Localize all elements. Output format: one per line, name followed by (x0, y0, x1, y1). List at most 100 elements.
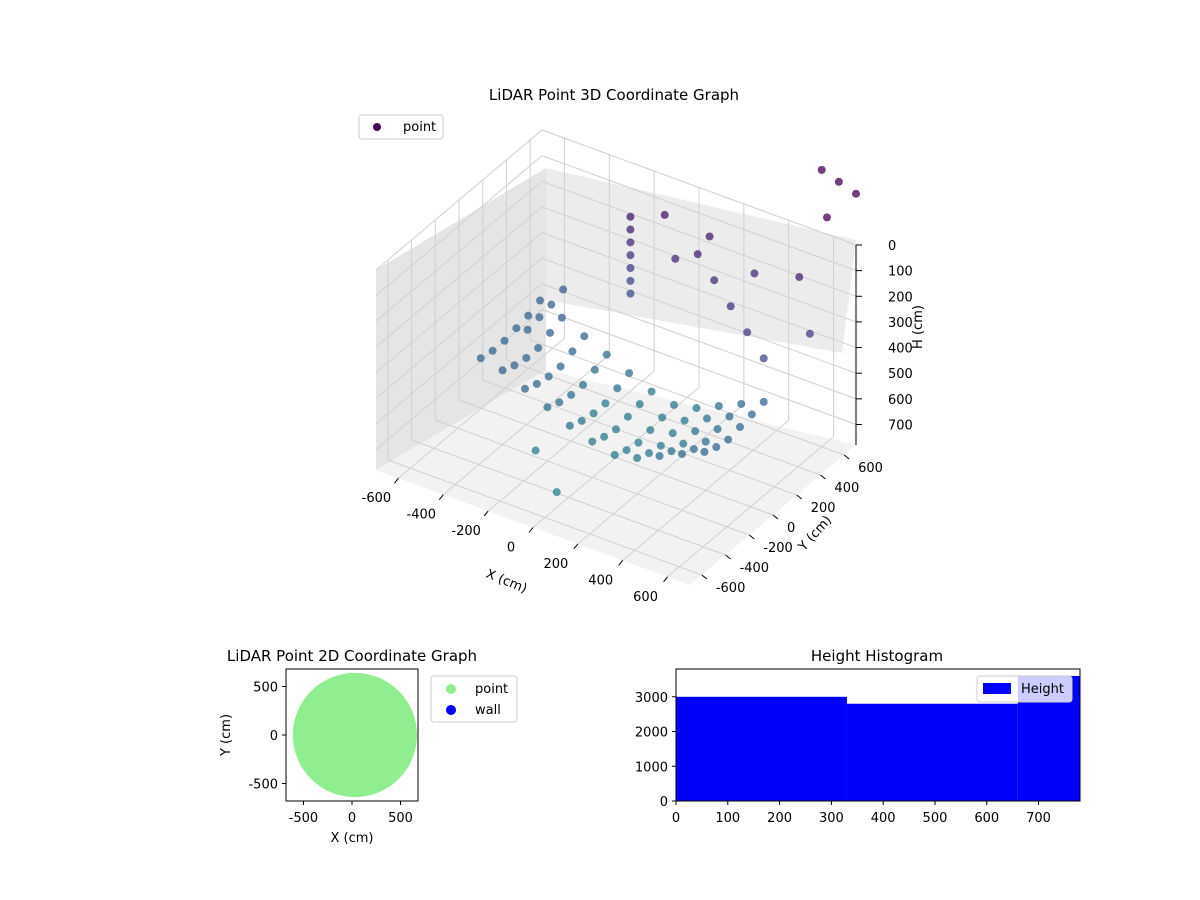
x-tick-label-3d: 0 (507, 541, 515, 556)
scatter-point-3d (622, 446, 631, 455)
scatter-point-3d (667, 447, 676, 456)
plot-frame-hist (675, 668, 1081, 802)
z-tick-label-3d: 0 (888, 239, 896, 254)
scatter-point-3d (626, 212, 635, 221)
scatter-point-3d (626, 251, 635, 260)
legend-swatch-height (983, 683, 1011, 694)
scatter-point-3d (555, 398, 564, 407)
x-tick-3d (394, 477, 399, 484)
y-tick-label-hist: 3000 (635, 691, 668, 706)
gridline-z (375, 180, 857, 322)
z-tick-label-3d: 300 (888, 316, 913, 331)
gridline-floor-y (387, 459, 703, 576)
ticks-hist: 0 100 200 300 400 500 600 700 0 1000 2000 3000 (635, 691, 1051, 826)
y-tick-label-2d: -500 (248, 778, 278, 793)
scatter-point-3d (544, 372, 553, 381)
x-axis-label-2d: X (cm) (331, 831, 374, 846)
x-tick-label-3d: -200 (451, 524, 481, 539)
y-tick-label-3d: 600 (858, 461, 883, 476)
scatter-point-3d (521, 384, 529, 393)
legend-label-wall-2d: wall (475, 703, 501, 718)
histogram-bar (846, 703, 1018, 801)
scatter-point-3d (531, 446, 540, 455)
scatter-point-3d (656, 441, 665, 450)
y-tick-3d (701, 574, 708, 580)
scatter-point-3d (500, 336, 509, 345)
histogram-chart: Height Histogram 0 100 200 300 400 500 600 7000… (635, 647, 1081, 826)
scatter-point-3d (647, 387, 656, 396)
scatter-point-3d (510, 361, 519, 370)
scatter-point-3d (710, 276, 719, 285)
x-tick-label-3d: 400 (588, 573, 613, 588)
y-tick-label-2d: 0 (270, 729, 278, 744)
histogram-bars (676, 675, 1080, 801)
left-pane (376, 168, 546, 470)
gridline-floor-y (435, 419, 750, 536)
floor-pane (376, 370, 856, 585)
scatter-point-3d (588, 437, 597, 446)
gridline-z (375, 308, 857, 450)
x-tick-3d (573, 543, 579, 550)
x-tick-label-3d: 200 (543, 557, 568, 572)
legend-label-point-2d: point (475, 682, 508, 697)
y-tick-label-3d: -600 (716, 581, 746, 596)
y-tick-3d (820, 474, 826, 480)
histogram-bar (676, 696, 847, 801)
scatter-point-3d (805, 329, 814, 338)
z-tick-label-3d: 200 (888, 290, 913, 305)
gridline-z (375, 231, 857, 373)
y-tick-label-2d: 500 (253, 680, 278, 695)
scatter-point-3d (626, 263, 635, 272)
scatter-point-3d (712, 443, 721, 452)
scatter-point-3d (601, 399, 610, 408)
chart-2d: LiDAR Point 2D Coordinate Graph -500 0 500… (219, 647, 518, 846)
scatter-point-3d (759, 397, 768, 406)
scatter-points-3d (476, 165, 860, 497)
gridline-z (375, 283, 857, 425)
y-tick-3d (772, 514, 779, 520)
scatter-point-3d (705, 232, 714, 241)
chart-2d-title: LiDAR Point 2D Coordinate Graph (227, 647, 477, 665)
scatter-point-3d (834, 177, 843, 186)
x-tick-3d (618, 560, 624, 566)
scatter-point-3d (701, 437, 710, 446)
scatter-point-3d (524, 311, 533, 320)
scatter-point-3d (693, 250, 702, 259)
gridline-z (375, 155, 857, 297)
x-tick-label-2d: -500 (289, 811, 319, 826)
scatter-point-3d (602, 350, 611, 359)
z-tick-label-3d: 600 (888, 393, 913, 408)
scatter-point-3d (559, 285, 568, 294)
scatter-point-3d (743, 328, 752, 337)
scatter-point-3d (532, 379, 541, 388)
scatter-point-3d (724, 435, 733, 444)
legend-label-point: point (403, 120, 436, 135)
scatter-point-3d (476, 354, 485, 363)
scatter-point-3d (700, 447, 709, 456)
scatter-point-3d (543, 403, 552, 412)
gridline-floor-y (482, 379, 797, 496)
x-tick-label-hist: 200 (767, 811, 792, 826)
scatter-point-3d (692, 404, 701, 413)
scatter-point-3d (646, 426, 655, 435)
y-tick-label-3d: -200 (763, 541, 793, 556)
legend-box (358, 114, 444, 140)
x-tick-label-hist: 400 (871, 811, 896, 826)
y-tick-3d (748, 534, 755, 540)
x-tick-label-hist: 100 (715, 811, 740, 826)
y-tick-3d (843, 454, 850, 460)
scatter-point-3d (817, 165, 826, 174)
gridline-z (375, 206, 857, 348)
scatter-point-3d (626, 225, 635, 234)
scatter-point-3d (713, 425, 722, 434)
scatter-point-3d (623, 412, 632, 421)
scatter-point-3d (546, 328, 554, 337)
scatter-point-3d (512, 324, 521, 333)
x-tick-label-hist: 300 (819, 811, 844, 826)
scatter-point-3d (556, 362, 565, 371)
y-tick-label-hist: 2000 (635, 726, 668, 741)
scatter-point-3d (498, 366, 507, 375)
scatter-point-3d (579, 380, 587, 389)
scatter-point-3d (680, 416, 689, 425)
